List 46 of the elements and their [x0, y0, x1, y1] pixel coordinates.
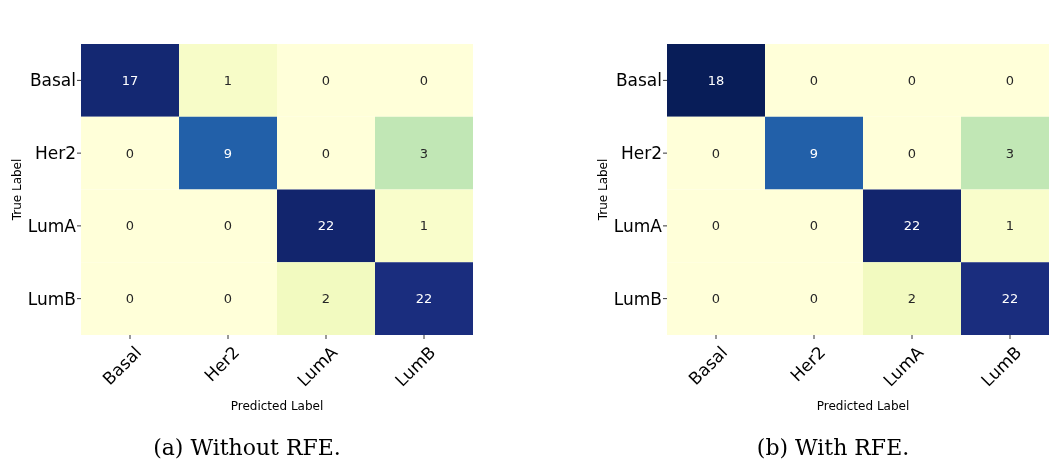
data-label: 0	[125, 291, 135, 307]
data-label: 0	[125, 218, 135, 234]
data-label: 0	[809, 218, 819, 234]
x-axis-title: Predicted Label	[816, 399, 910, 413]
data-label: 1	[1005, 218, 1015, 234]
data-label: 0	[711, 291, 721, 307]
data-label: 0	[907, 145, 917, 161]
data-label: 9	[809, 145, 819, 161]
data-label: 9	[223, 145, 233, 161]
data-label: 0	[809, 72, 819, 88]
y-tick-label: LumA	[27, 215, 77, 236]
data-label: 2	[907, 291, 917, 307]
data-label: 22	[415, 291, 433, 307]
data-label: 3	[419, 145, 429, 161]
data-label: 0	[809, 291, 819, 307]
data-label: 0	[419, 72, 429, 88]
data-label: 0	[321, 145, 331, 161]
data-label: 3	[1005, 145, 1015, 161]
y-tick-label: Basal	[29, 70, 76, 91]
y-tick-label: Her2	[34, 143, 76, 164]
data-label: 0	[711, 145, 721, 161]
data-label: 22	[317, 218, 335, 234]
y-tick-label: Basal	[615, 70, 662, 91]
text: (b) With RFE.	[756, 435, 910, 460]
y-tick-label: LumA	[613, 215, 663, 236]
data-label: 22	[903, 218, 921, 234]
x-axis-title: Predicted Label	[230, 399, 324, 413]
data-label: 1	[223, 72, 233, 88]
y-axis-title: True Label	[10, 158, 24, 222]
y-tick-label: LumB	[613, 288, 662, 309]
data-label: 22	[1001, 291, 1019, 307]
data-label: 0	[321, 72, 331, 88]
y-axis-title: True Label	[596, 158, 610, 222]
text: (a) Without RFE.	[153, 435, 341, 460]
data-label: 0	[711, 218, 721, 234]
data-label: 0	[1005, 72, 1015, 88]
data-label: 0	[907, 72, 917, 88]
y-tick-label: Her2	[620, 143, 662, 164]
data-label: 17	[121, 72, 139, 88]
data-label: 2	[321, 291, 331, 307]
data-label: 18	[707, 72, 725, 88]
data-label: 1	[419, 218, 429, 234]
data-label: 0	[223, 218, 233, 234]
data-label: 0	[125, 145, 135, 161]
y-tick-label: LumB	[27, 288, 76, 309]
data-label: 0	[223, 291, 233, 307]
